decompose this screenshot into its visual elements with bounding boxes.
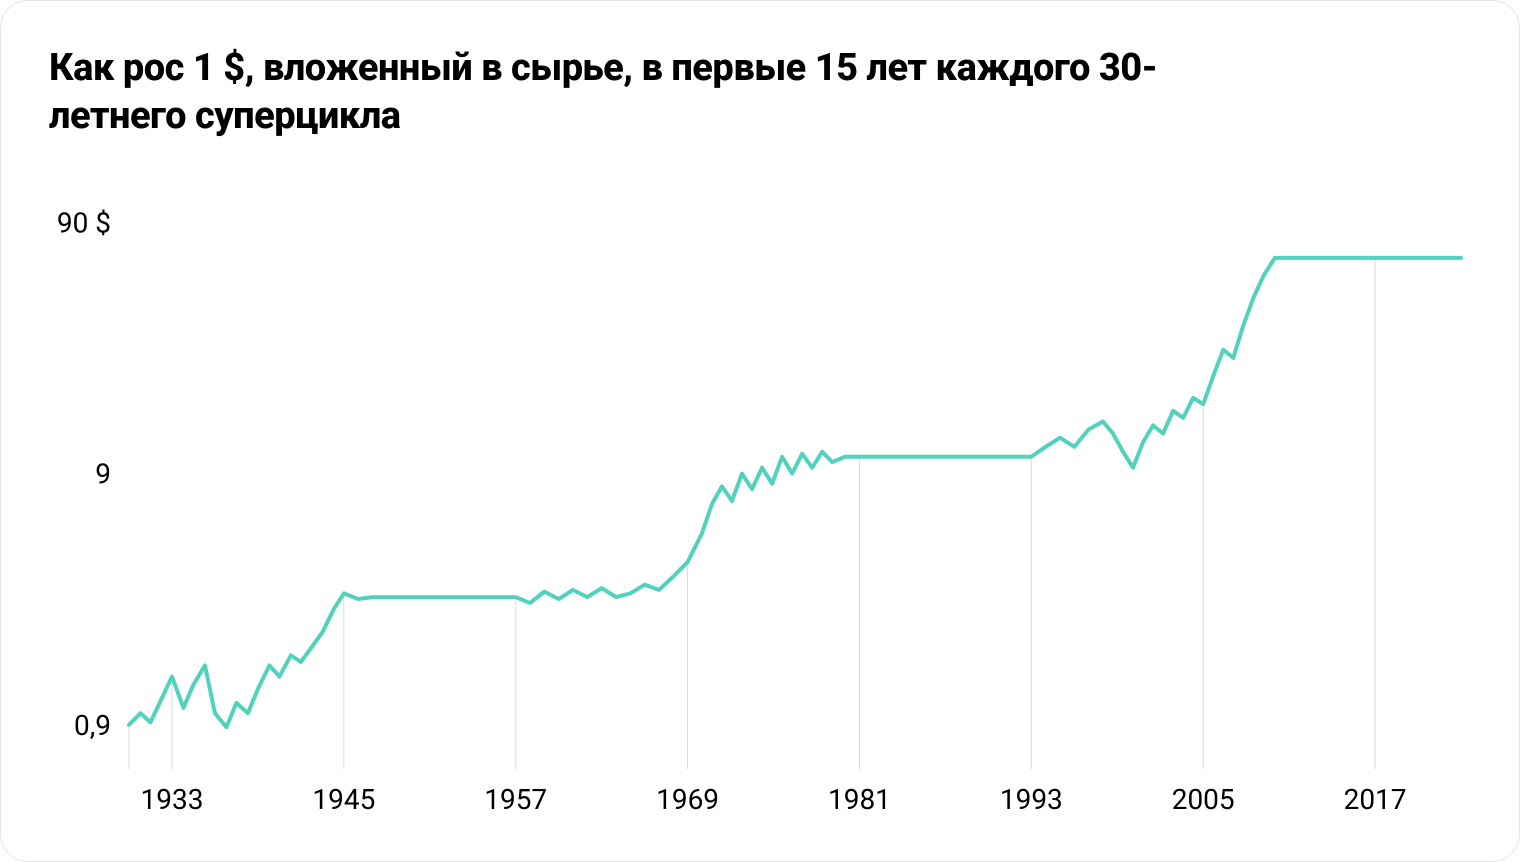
chart-title: Как рос 1 $, вложенный в сырье, в первые…: [49, 45, 1249, 140]
series-layer: [129, 258, 1461, 727]
x-tick-label: 2017: [1344, 783, 1407, 816]
x-tick-label: 1933: [140, 783, 203, 816]
axis-layer: 0,9 9 90 $ 1933 1945 1957 1969 1981 1993 2005 2017: [57, 206, 1407, 816]
y-tick-label: 9: [95, 458, 111, 491]
y-tick-label: 90 $: [57, 206, 111, 239]
chart-area: 0,9 9 90 $ 1933 1945 1957 1969 1981 1993 2005 2017: [49, 161, 1471, 825]
chart-card: Как рос 1 $, вложенный в сырье, в первые…: [0, 0, 1520, 862]
series-line: [129, 258, 1461, 727]
line-chart-svg: 0,9 9 90 $ 1933 1945 1957 1969 1981 1993 2005 2017: [49, 161, 1471, 825]
x-tick-label: 2005: [1172, 783, 1235, 816]
y-tick-label: 0,9: [74, 709, 111, 742]
x-tick-label: 1957: [484, 783, 547, 816]
gridlines: [129, 258, 1375, 769]
x-tick-label: 1993: [1000, 783, 1063, 816]
x-tick-label: 1945: [312, 783, 375, 816]
x-tick-label: 1969: [656, 783, 719, 816]
x-tick-label: 1981: [828, 783, 891, 816]
